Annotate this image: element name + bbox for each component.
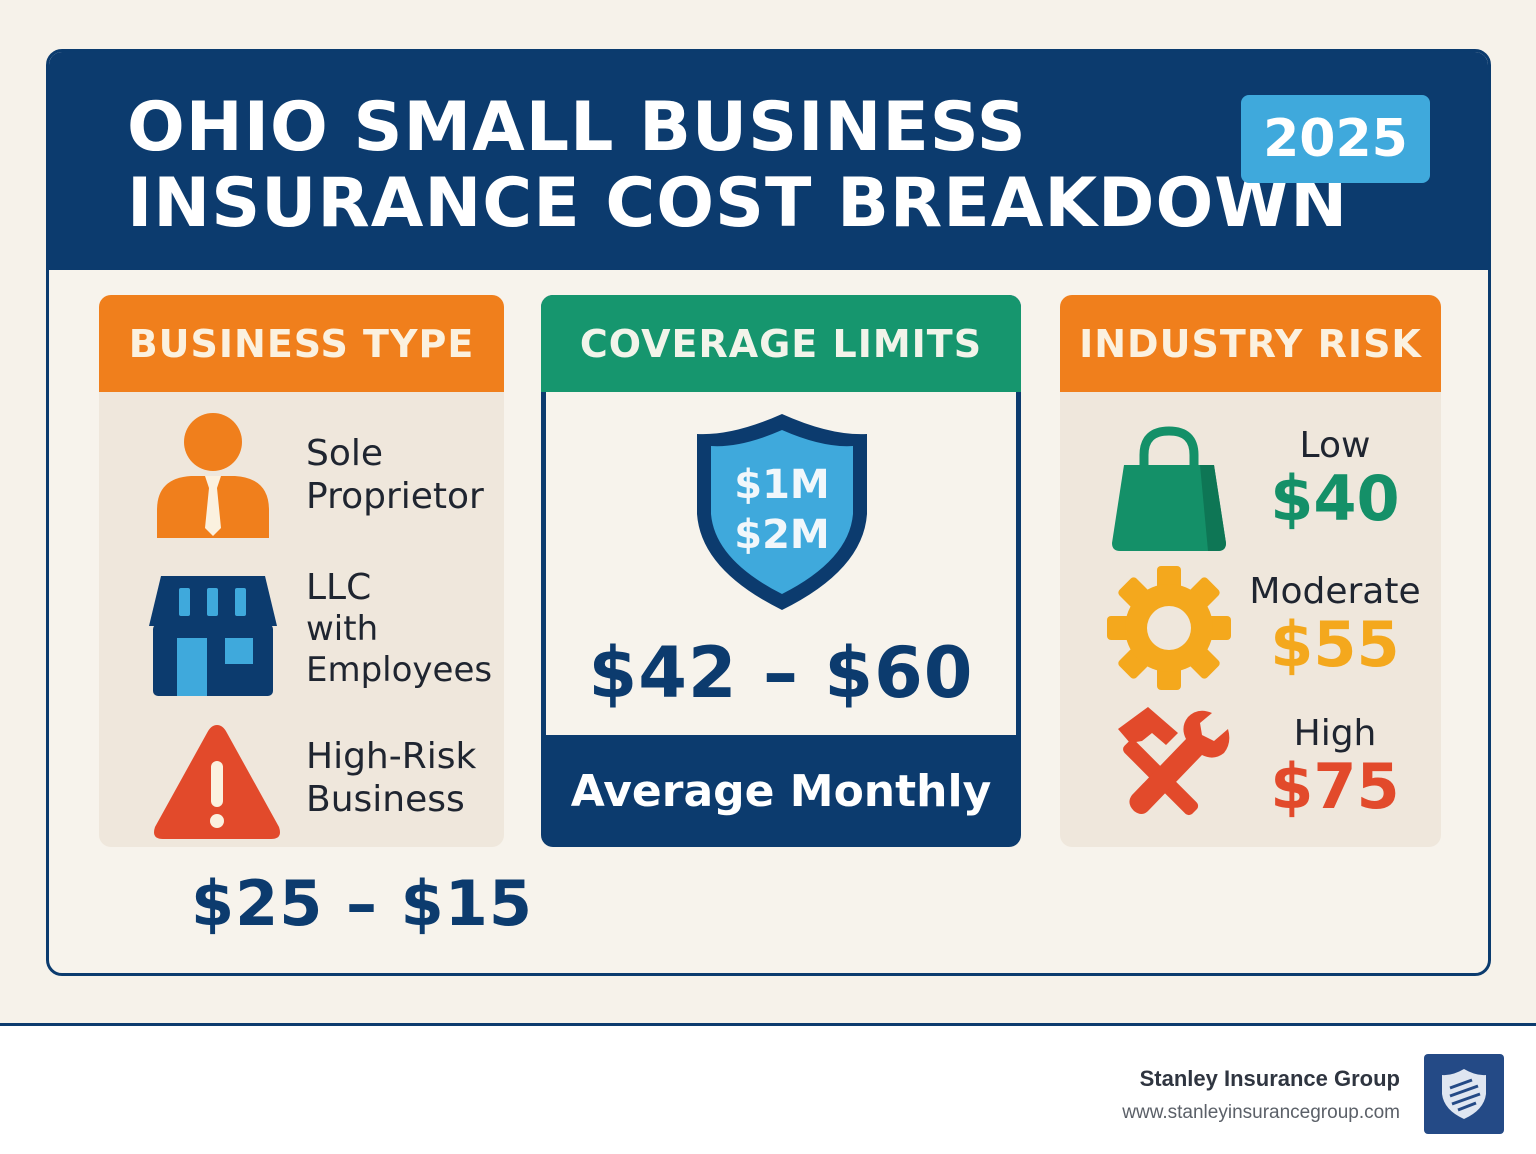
risk-price: $75: [1270, 750, 1400, 824]
shield-icon: $1M $2M: [691, 410, 873, 616]
shield-limit-1: $1M: [734, 462, 830, 508]
title-line-1: OHIO SMALL BUSINESS: [127, 88, 1027, 167]
business-type-label: Sole Proprietor: [306, 433, 484, 518]
storefront-icon: [149, 576, 277, 696]
footer-brand: Stanley Insurance Group www.stanleyinsur…: [1122, 1066, 1400, 1124]
risk-level-high: High $75: [1230, 713, 1440, 819]
shield-logo-icon: [1424, 1054, 1504, 1134]
risk-name: Low: [1299, 425, 1371, 466]
business-type-heading: BUSINESS TYPE: [99, 295, 504, 392]
business-type-item: Sole Proprietor: [99, 410, 504, 550]
year-badge: 2025: [1241, 95, 1430, 183]
risk-price: $55: [1270, 608, 1400, 682]
business-type-item: High-Risk Business: [99, 715, 504, 847]
coverage-body: $1M $2M $42 – $60: [546, 392, 1016, 735]
business-type-card: BUSINESS TYPE Sole Proprietor: [99, 295, 504, 847]
risk-price: $40: [1270, 462, 1400, 536]
gear-icon: [1107, 566, 1231, 690]
industry-risk-heading: INDUSTRY RISK: [1060, 295, 1441, 392]
coverage-limits-card: COVERAGE LIMITS $1M $2M $42 – $60 Averag…: [541, 295, 1021, 847]
business-type-label: High-Risk Business: [306, 736, 477, 821]
shopping-bag-icon: [1112, 426, 1226, 551]
risk-level-low: Low $40: [1230, 425, 1440, 531]
infographic-panel: OHIO SMALL BUSINESS INSURANCE COST BREAK…: [46, 49, 1491, 976]
shield-limit-2: $2M: [734, 512, 830, 558]
industry-risk-card: INDUSTRY RISK Low $40: [1060, 295, 1441, 847]
footer-bar: Stanley Insurance Group www.stanleyinsur…: [0, 1023, 1536, 1154]
warning-icon: [154, 725, 280, 839]
business-type-label: LLC with Employees: [306, 567, 493, 690]
risk-name: High: [1293, 713, 1377, 754]
company-url[interactable]: www.stanleyinsurancegroup.com: [1122, 1102, 1400, 1123]
risk-name: Moderate: [1249, 571, 1421, 612]
header-banner: OHIO SMALL BUSINESS INSURANCE COST BREAK…: [49, 52, 1488, 270]
coverage-limits-heading: COVERAGE LIMITS: [541, 295, 1021, 392]
risk-level-moderate: Moderate $55: [1230, 571, 1440, 677]
coverage-price-range: $42 – $60: [588, 632, 974, 714]
company-name: Stanley Insurance Group: [1139, 1066, 1400, 1091]
person-icon: [157, 413, 269, 538]
business-type-item: LLC with Employees: [99, 567, 504, 710]
title-line-2: INSURANCE COST BREAKDOWN: [127, 164, 1349, 243]
business-type-price-range: $25 – $15: [191, 867, 534, 940]
tools-icon: [1118, 707, 1230, 816]
coverage-footer-label: Average Monthly: [570, 765, 992, 817]
